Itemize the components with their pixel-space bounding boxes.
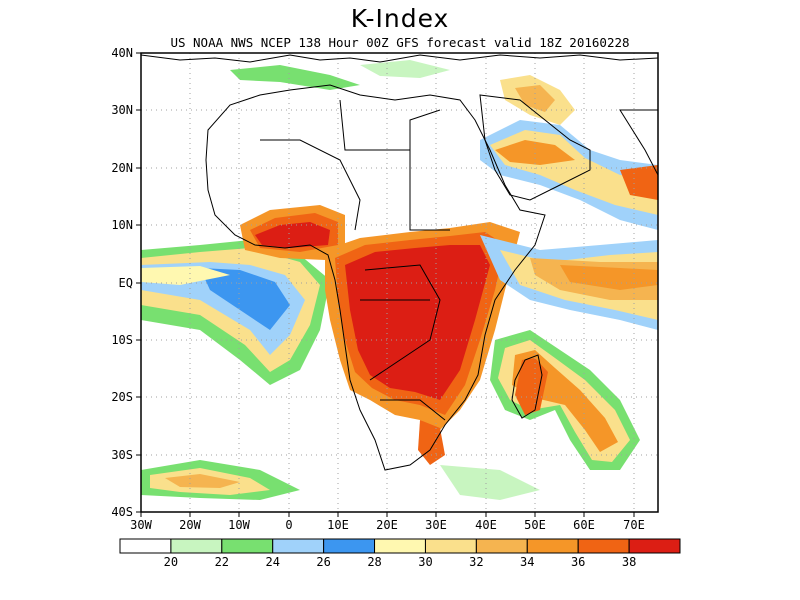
lon-label: 10W [228, 518, 250, 532]
lon-label: 40E [475, 518, 497, 532]
colorbar-label: 36 [571, 555, 585, 569]
colorbar-swatch [323, 538, 376, 554]
colorbar-label: 20 [164, 555, 178, 569]
lon-label: 60E [573, 518, 595, 532]
colorbar-swatch [526, 538, 579, 554]
lat-axis [136, 52, 141, 513]
colorbar-label: 26 [316, 555, 330, 569]
lon-axis [140, 512, 635, 517]
colorbar-label: 38 [622, 555, 636, 569]
lat-labels: 40N 30N 20N 10N EQ 10S 20S 30S 40S [111, 46, 133, 519]
colorbar-label: 24 [266, 555, 280, 569]
colorbar-swatch [221, 538, 274, 554]
colorbar: 20 22 24 26 28 30 32 34 36 38 [119, 538, 681, 569]
lat-label: 40N [111, 46, 133, 60]
lon-label: 30W [130, 518, 152, 532]
map-subtitle: US NOAA NWS NCEP 138 Hour 00Z GFS foreca… [170, 35, 630, 50]
lon-label: 50E [524, 518, 546, 532]
colorbar-swatch [628, 538, 681, 554]
colorbar-label: 22 [215, 555, 229, 569]
colorbar-swatch [170, 538, 223, 554]
coastlines [141, 54, 658, 471]
lat-label: 20N [111, 161, 133, 175]
lon-label: 10E [327, 518, 349, 532]
map-grid [141, 53, 658, 512]
lon-labels: 30W 20W 10W 0 10E 20E 30E 40E 50E 60E 70… [130, 518, 645, 532]
lat-label: EQ [119, 276, 133, 290]
lat-label: 10S [111, 333, 133, 347]
colorbar-swatch [119, 538, 172, 554]
lat-label: 10N [111, 218, 133, 232]
lat-label: 30N [111, 103, 133, 117]
colorbar-swatch [272, 538, 325, 554]
colorbar-label: 32 [469, 555, 483, 569]
lat-label: 30S [111, 448, 133, 462]
k-index-field [141, 53, 658, 512]
map-title: K-Index [350, 4, 450, 33]
colorbar-swatch [424, 538, 477, 554]
colorbar-swatch [475, 538, 528, 554]
colorbar-swatch [374, 538, 426, 554]
colorbar-label: 28 [367, 555, 381, 569]
lon-label: 0 [285, 518, 292, 532]
colorbar-label: 34 [520, 555, 534, 569]
lat-label: 40S [111, 505, 133, 519]
colorbar-swatch [577, 538, 630, 554]
lat-label: 20S [111, 390, 133, 404]
lon-label: 20E [376, 518, 398, 532]
lon-label: 30E [425, 518, 447, 532]
lon-label: 70E [623, 518, 645, 532]
colorbar-label: 30 [418, 555, 432, 569]
lon-label: 20W [179, 518, 201, 532]
